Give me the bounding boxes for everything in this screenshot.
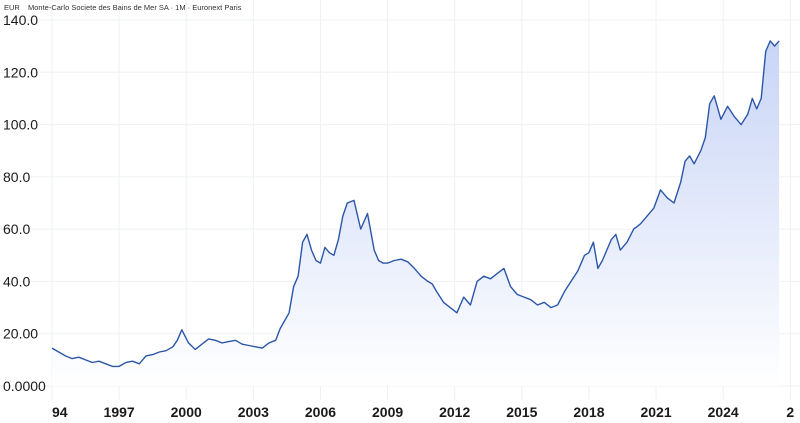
price-line — [51, 40, 780, 368]
x-tick-label: 2018 — [573, 404, 604, 420]
x-tick-label: 2015 — [506, 404, 537, 420]
y-axis-ticks: 0.0000 20.00 40.0 60.0 80.0 100.0 120.0 140.0 — [3, 12, 46, 394]
y-tick-label: 140.0 — [3, 12, 38, 28]
price-area-fill — [52, 40, 780, 387]
y-tick-label: 120.0 — [3, 64, 38, 80]
x-tick-label: 94 — [52, 404, 68, 420]
x-tick-label: 2009 — [372, 404, 403, 420]
x-axis-ticks: 94 1997 2000 2003 2006 2009 2012 2015 2018 2021 20… — [52, 404, 794, 420]
y-tick-label: 0.0000 — [3, 378, 46, 394]
x-tick-label: 2024 — [708, 404, 739, 420]
x-tick-label: 2 — [786, 404, 794, 420]
y-tick-label: 40.0 — [3, 273, 30, 289]
y-tick-label: 20.00 — [3, 326, 38, 342]
x-tick-label: 2012 — [439, 404, 470, 420]
y-tick-label: 100.0 — [3, 117, 38, 133]
x-tick-label: 2003 — [238, 404, 269, 420]
y-tick-label: 80.0 — [3, 169, 30, 185]
y-tick-label: 60.0 — [3, 221, 30, 237]
x-tick-label: 1997 — [104, 404, 135, 420]
x-tick-label: 2006 — [305, 404, 336, 420]
x-tick-label: 2021 — [640, 404, 671, 420]
chart-title: Monte-Carlo Societe des Bains de Mer SA … — [28, 3, 242, 12]
y-axis-label: EUR — [4, 3, 20, 12]
x-tick-label: 2000 — [171, 404, 202, 420]
